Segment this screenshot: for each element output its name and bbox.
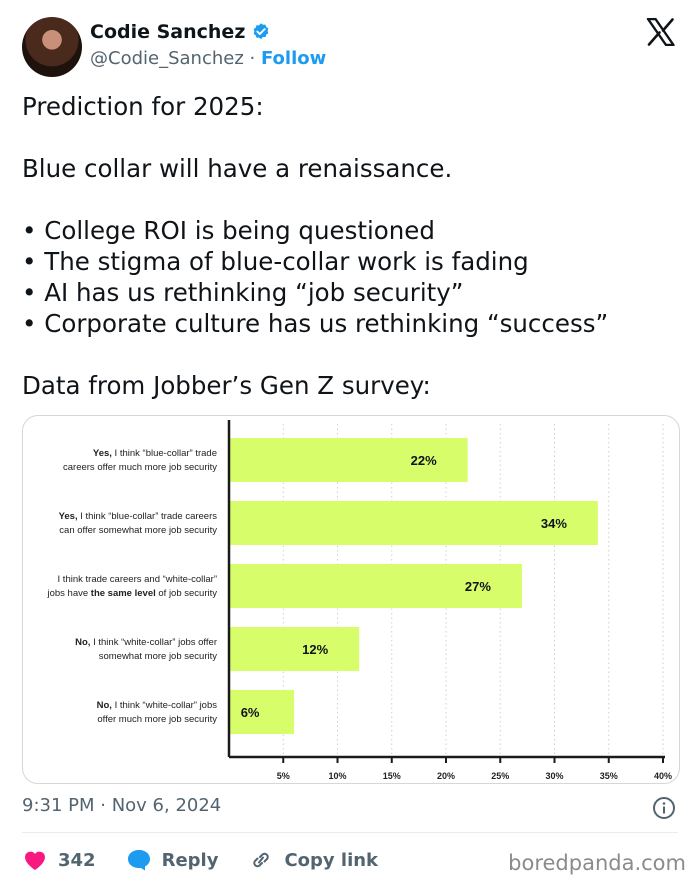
x-tick-label: 30%: [545, 771, 563, 781]
tweet-bullet: • Corporate culture has us rethinking “s…: [22, 309, 609, 338]
bar-value-label: 12%: [302, 642, 328, 657]
category-label: careers offer much more job security: [63, 462, 217, 473]
x-tick-label: 25%: [491, 771, 509, 781]
x-tick-label: 10%: [328, 771, 346, 781]
handle-separator: ·: [249, 48, 256, 69]
reply-button[interactable]: Reply: [126, 848, 219, 872]
tweet-spacer: [22, 184, 682, 215]
author-handle[interactable]: @Codie_Sanchez: [90, 48, 244, 69]
divider: [22, 832, 678, 833]
chart-card[interactable]: 22% 34% 27% 12% 6% Yes, I think “blue-collar”…: [22, 415, 680, 784]
tweet-timestamp[interactable]: 9:31 PM · Nov 6, 2024: [22, 795, 222, 816]
link-icon: [253, 852, 270, 868]
copy-link-button[interactable]: Copy link: [248, 848, 378, 872]
category-label: Yes, I think “blue-collar” trade: [93, 448, 217, 459]
bar: [229, 564, 522, 608]
watermark: boredpanda.com: [508, 851, 686, 875]
x-logo-icon[interactable]: [646, 18, 676, 46]
avatar[interactable]: [22, 17, 82, 77]
bar-value-label: 22%: [411, 453, 437, 468]
tweet-bullet: • The stigma of blue-collar work is fadi…: [22, 247, 529, 276]
survey-bar-chart: 22% 34% 27% 12% 6% Yes, I think “blue-collar”…: [46, 420, 672, 781]
author-name-row: Codie Sanchez: [90, 21, 271, 43]
bar: [229, 501, 598, 545]
x-tick-label: 35%: [600, 771, 618, 781]
category-label: I think trade careers and “white-collar”: [58, 574, 217, 585]
tweet-line: Data from Jobber’s Gen Z survey:: [22, 371, 431, 400]
action-bar: 342 Reply Copy link: [22, 846, 408, 874]
author-name[interactable]: Codie Sanchez: [90, 21, 246, 43]
category-label: Yes, I think “blue-collar” trade careers: [59, 511, 218, 522]
reply-label: Reply: [161, 849, 219, 871]
copy-link-label: Copy link: [284, 849, 379, 871]
category-label: jobs have the same level of job security: [46, 588, 217, 599]
info-icon[interactable]: [652, 796, 676, 820]
x-tick-label: 5%: [277, 771, 290, 781]
bar: [229, 690, 295, 734]
reply-bubble-icon: [127, 850, 150, 871]
follow-button[interactable]: Follow: [260, 48, 327, 69]
like-button[interactable]: 342: [22, 848, 96, 872]
verified-badge-icon: [254, 23, 269, 40]
tweet-line: Blue collar will have a renaissance.: [22, 154, 453, 183]
category-label: No, I think “white-collar” jobs: [97, 700, 218, 711]
tweet-spacer: [22, 122, 682, 153]
bar: [229, 438, 468, 482]
like-count: 342: [58, 849, 96, 871]
bar-value-label: 6%: [241, 705, 260, 720]
tweet-line: Prediction for 2025:: [22, 92, 264, 121]
bar: [229, 627, 360, 671]
x-tick-label: 40%: [654, 771, 672, 781]
heart-icon: [25, 851, 45, 870]
tweet-text: Prediction for 2025: Blue collar will ha…: [22, 91, 682, 401]
category-label: somewhat more job security: [99, 651, 218, 662]
category-label: offer much more job security: [97, 714, 217, 725]
tweet-spacer: [22, 339, 682, 370]
bar-value-label: 34%: [541, 516, 567, 531]
x-tick-label: 15%: [383, 771, 401, 781]
category-label: No, I think “white-collar” jobs offer: [75, 637, 217, 648]
tweet-bullet: • College ROI is being questioned: [22, 216, 435, 245]
tweet-bullet: • AI has us rethinking “job security”: [22, 278, 464, 307]
author-handle-row: @Codie_Sanchez · Follow: [90, 48, 326, 69]
category-label: can offer somewhat more job security: [59, 525, 217, 536]
x-tick-label: 20%: [437, 771, 455, 781]
bar-value-label: 27%: [465, 579, 491, 594]
